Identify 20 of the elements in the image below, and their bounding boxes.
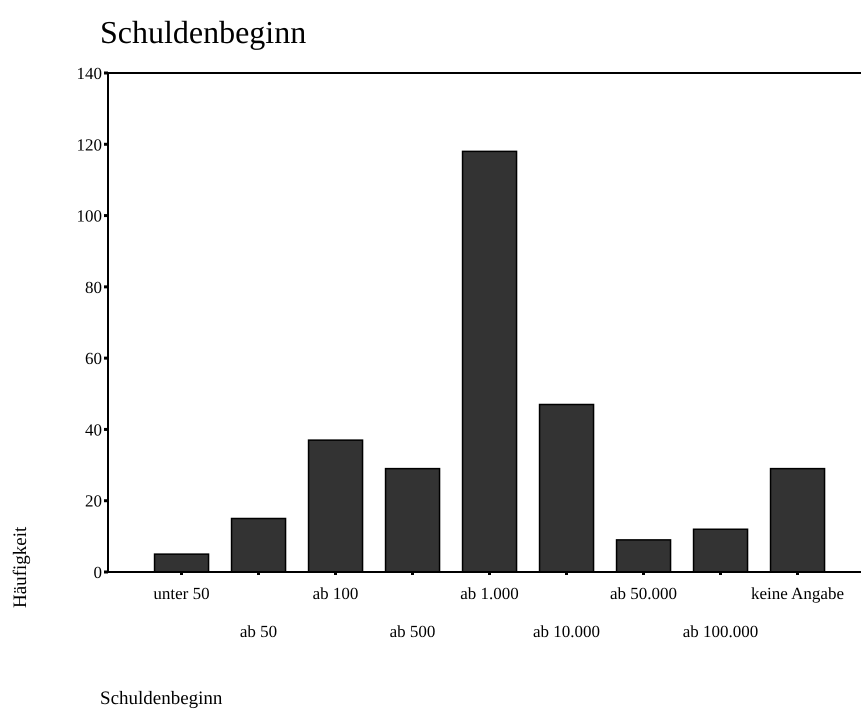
x-tick-label: ab 10.000 xyxy=(532,622,600,641)
y-tick-label: 40 xyxy=(85,420,102,440)
y-tick-label: 120 xyxy=(76,135,102,154)
x-tick-label: unter 50 xyxy=(153,584,210,603)
y-tick-label: 0 xyxy=(94,563,102,582)
x-tick-label: keine Angabe xyxy=(751,584,844,603)
y-axis-title: Häufigkeit xyxy=(10,526,32,608)
x-tick-label: ab 50.000 xyxy=(610,584,678,603)
chart-title: Schuldenbeginn xyxy=(100,14,306,51)
x-tick-label: ab 500 xyxy=(390,622,436,641)
y-tick-label: 60 xyxy=(85,349,102,368)
y-tick-label: 20 xyxy=(85,492,102,511)
y-tick-label: 80 xyxy=(85,278,102,297)
x-tick-label: ab 1.000 xyxy=(460,584,519,603)
x-tick-label: ab 100.000 xyxy=(682,622,758,641)
x-tick-label: ab 50 xyxy=(240,622,278,641)
x-tick-label: ab 100 xyxy=(312,584,358,603)
y-tick-label: 140 xyxy=(76,64,102,84)
x-axis-title: Schuldenbeginn xyxy=(100,688,222,710)
y-tick-label: 100 xyxy=(76,206,102,226)
